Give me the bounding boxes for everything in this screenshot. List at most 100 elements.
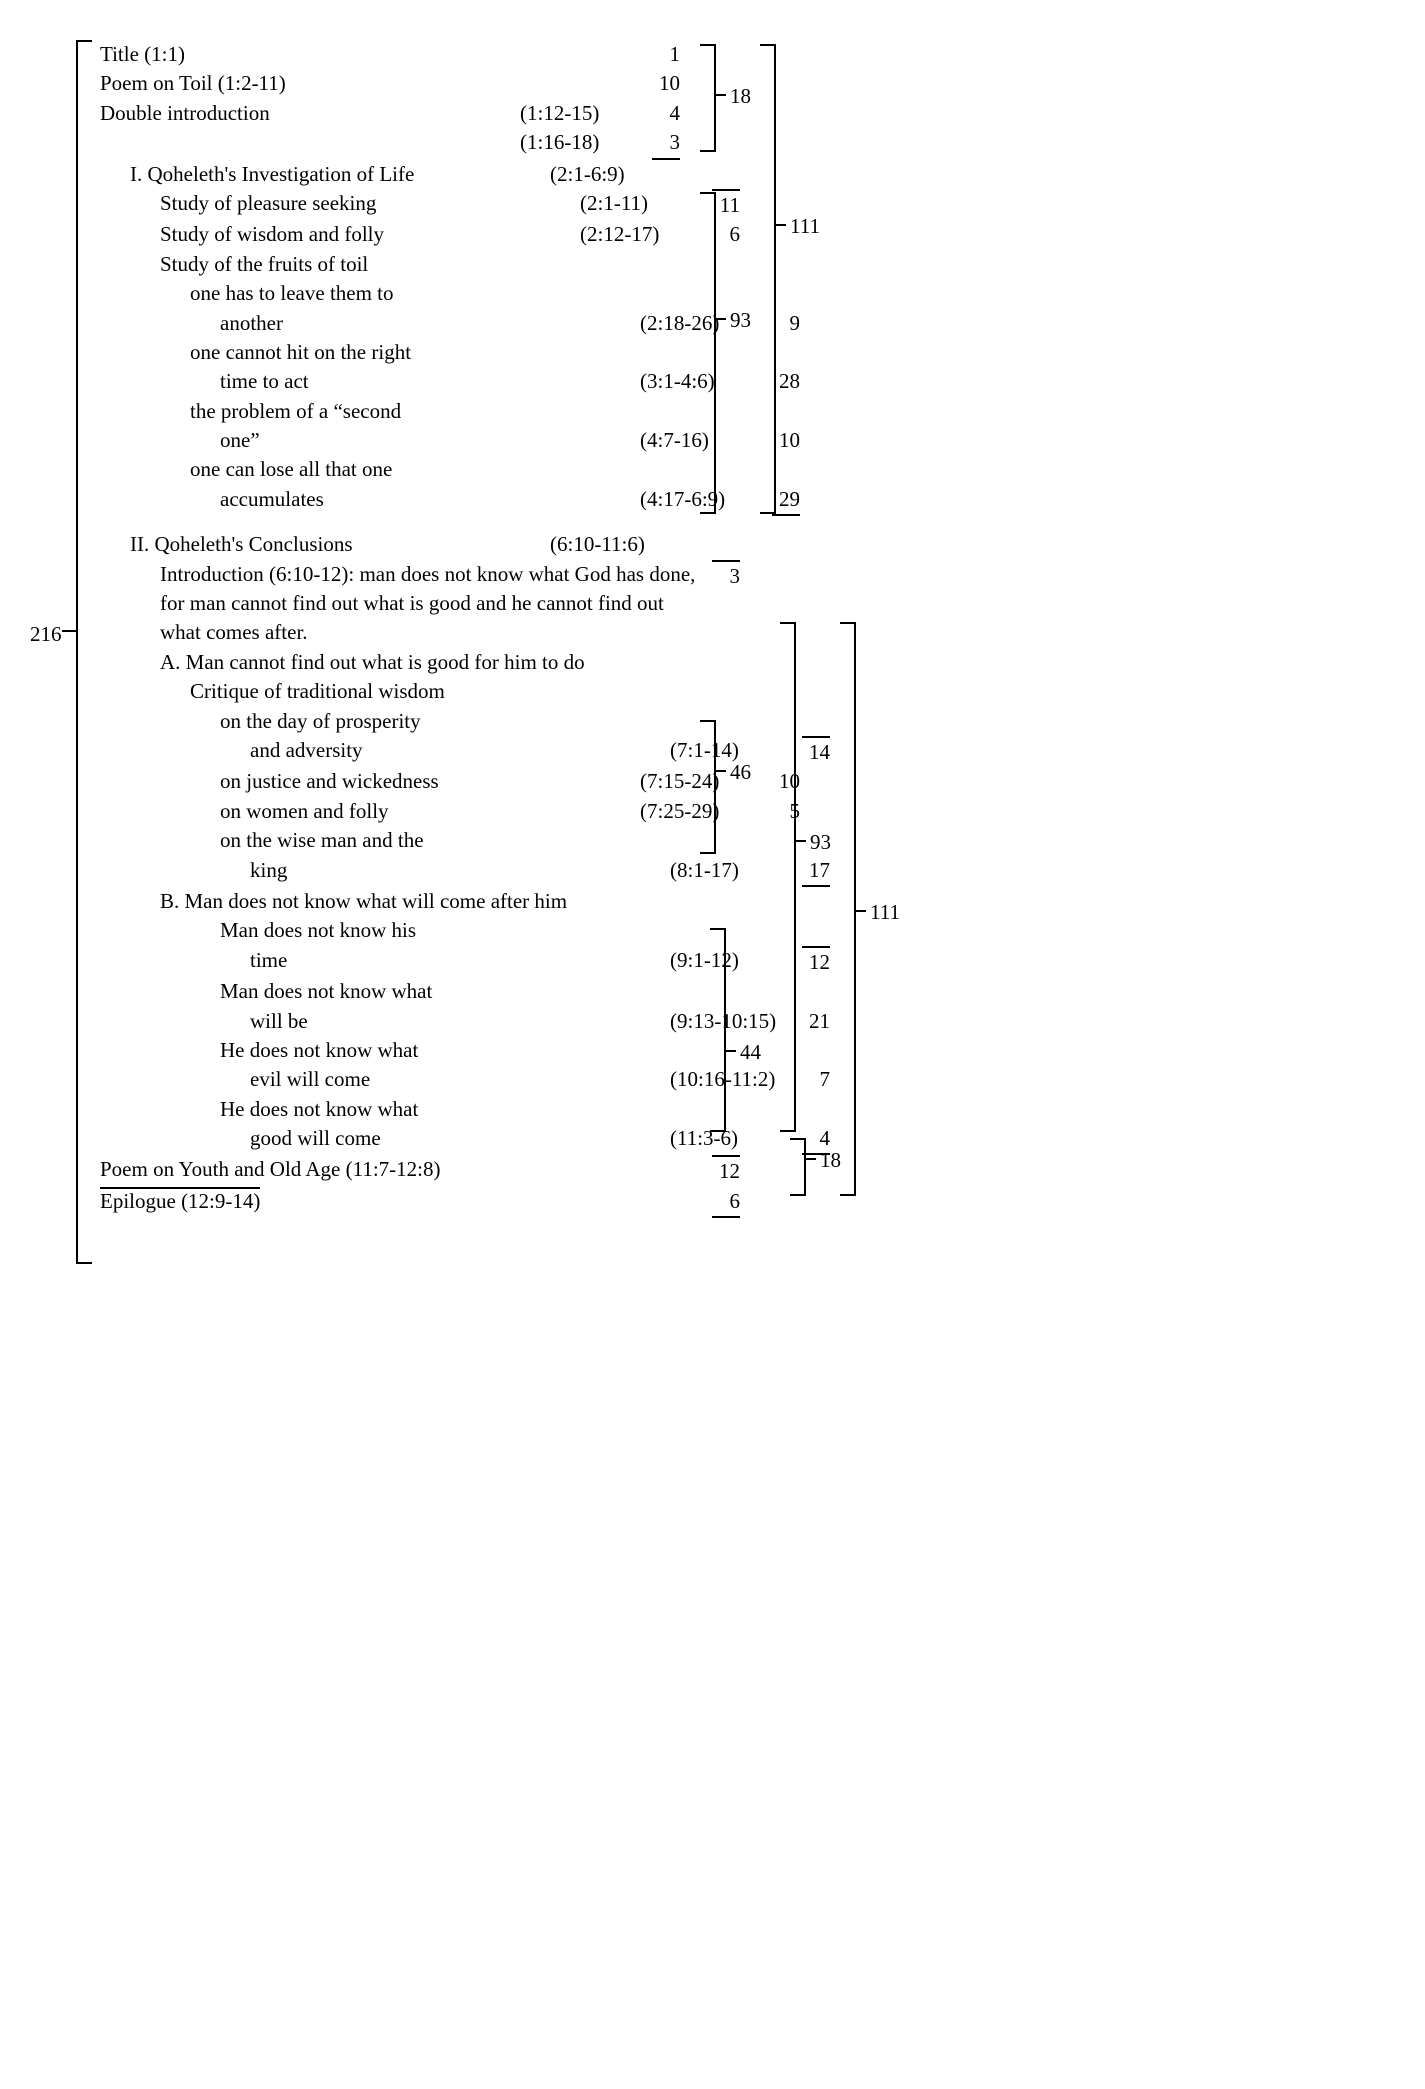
outline-count: 14 [790,736,830,767]
bracket-label: 93 [810,828,831,857]
outline-text: He does not know what [100,1036,640,1065]
outline-row: Title (1:1) 1 [100,40,1000,69]
outline-row: on justice and wickedness(7:15-24)10 [100,767,1000,796]
outline-text: I. Qoheleth's Investigation of Life [100,160,550,189]
bracket-tick [714,318,726,320]
outline-text: II. Qoheleth's Conclusions [100,530,550,559]
outline-row: Epilogue (12:9-14)6 [100,1187,1000,1218]
outline-row: He does not know what [100,1036,1000,1065]
outline-text: Study of wisdom and folly [100,220,580,249]
right-bracket [790,1138,806,1196]
bracket-label: 44 [740,1038,761,1067]
outline-text: one” [100,426,640,455]
outline-row: king(8:1-17)17 [100,856,1000,887]
outline-row: one”(4:7-16)10 [100,426,1000,455]
right-bracket [780,622,796,1132]
outline-ref: (2:1-11) [580,189,700,218]
outline-row: II. Qoheleth's Conclusions(6:10-11:6) [100,530,1000,559]
right-bracket [700,44,716,152]
right-bracket [760,44,776,514]
bracket-label: 93 [730,306,751,335]
bracket-label: 18 [820,1146,841,1175]
outline-text: Double introduction [100,99,520,128]
outline-row: Study of the fruits of toil [100,250,1000,279]
outline-text: on women and folly [100,797,640,826]
outline-text: Study of the fruits of toil [100,250,580,279]
bracket-tick [724,1050,736,1052]
outline-count: 4 [640,99,680,128]
outline-row: He does not know what [100,1095,1000,1124]
total-bracket-tick [62,630,76,632]
outline-row: Man does not know his [100,916,1000,945]
outline-row: A. Man cannot find out what is good for … [100,648,1000,677]
outline-text: accumulates [100,485,640,514]
outline-row: Poem on Youth and Old Age (11:7-12:8)12 [100,1155,1000,1186]
outline-text: one can lose all that one [100,455,610,484]
outline-text: Study of pleasure seeking [100,189,580,218]
outline-row: Double introduction(1:12-15)4 [100,99,1000,128]
outline-ref: (6:10-11:6) [550,530,670,559]
bracket-tick [714,770,726,772]
bracket-label: 46 [730,758,751,787]
outline-text: good will come [100,1124,670,1153]
outline-ref: (1:16-18) [520,128,640,157]
outline-text: Critique of traditional wisdom [100,677,610,706]
outline-count: 7 [790,1065,830,1094]
outline-row: and adversity(7:1-14)14 [100,736,1000,767]
outline-row: time(9:1-12)12 [100,946,1000,977]
right-bracket [710,928,726,1132]
outline-count: 12 [790,946,830,977]
bracket-tick [774,224,786,226]
right-bracket [700,192,716,514]
bracket-tick [714,94,726,96]
outline-count: 1 [640,40,680,69]
outline-row: time to act(3:1-4:6)28 [100,367,1000,396]
outline-text: on justice and wickedness [100,767,640,796]
bracket-label: 111 [870,898,900,927]
outline-ref: (11:3-6) [670,1124,790,1153]
outline-row: one can lose all that one [100,455,1000,484]
outline-text: the problem of a “second [100,397,610,426]
outline-count: 17 [790,856,830,887]
outline-page: 216 Title (1:1)1Poem on Toil (1:2-11)10D… [70,40,1395,1218]
bracket-tick [794,840,806,842]
outline-ref: (8:1-17) [670,856,790,885]
outline-text: Introduction (6:10-12): man does not kno… [100,560,700,648]
outline-ref: (1:12-15) [520,99,640,128]
outline-ref: (9:1-12) [670,946,790,975]
outline-text: king [100,856,670,885]
outline-ref: (2:12-17) [580,220,700,249]
outline-text: on the day of prosperity [100,707,640,736]
outline-row: good will come(11:3-6)4 [100,1124,1000,1155]
outline-count: 10 [640,69,680,98]
outline-row: Man does not know what [100,977,1000,1006]
outline-row: on the wise man and the [100,826,1000,855]
outline-text: time [100,946,670,975]
outline-text: another [100,309,640,338]
total-bracket [76,40,92,1264]
outline-text: one cannot hit on the right [100,338,610,367]
outline-row: on women and folly(7:25-29)5 [100,797,1000,826]
outline-text: B. Man does not know what will come afte… [100,887,700,916]
outline-row: another(2:18-26)9 [100,309,1000,338]
outline-text: Man does not know what [100,977,640,1006]
outline-row: one cannot hit on the right [100,338,1000,367]
outline-count: 3 [640,128,680,159]
outline-row: Study of pleasure seeking(2:1-11)11 [100,189,1000,220]
outline-text: Man does not know his [100,916,640,945]
outline-text: Poem on Youth and Old Age (11:7-12:8) [100,1155,520,1184]
outline-row: evil will come(10:16-11:2)7 [100,1065,1000,1094]
outline-text: time to act [100,367,640,396]
outline-row: accumulates(4:17-6:9)29 [100,485,1000,516]
outline-text: will be [100,1007,670,1036]
total-label: 216 [30,620,62,649]
outline-content: Title (1:1)1Poem on Toil (1:2-11)10Doubl… [100,40,1000,1218]
outline-row: (1:16-18)3 [100,128,1000,159]
outline-text: Epilogue (12:9-14) [100,1187,520,1216]
outline-count: 3 [700,560,740,591]
outline-text: evil will come [100,1065,670,1094]
outline-text: Title (1:1) [100,40,520,69]
outline-row: Critique of traditional wisdom [100,677,1000,706]
outline-text: and adversity [100,736,670,765]
outline-text: Poem on Toil (1:2-11) [100,69,520,98]
